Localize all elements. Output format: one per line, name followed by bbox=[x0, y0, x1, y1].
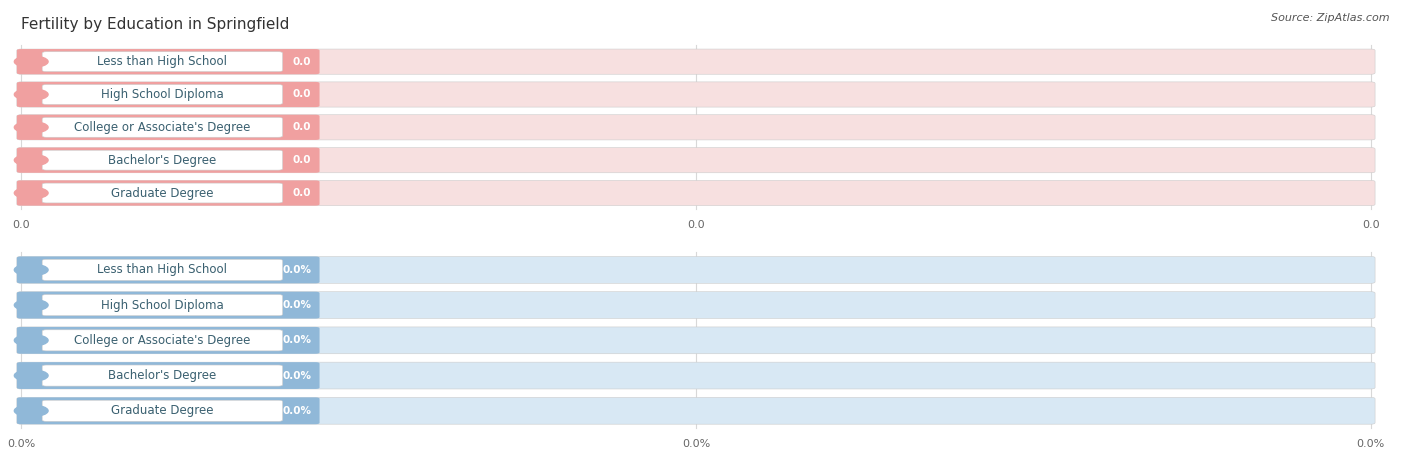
Circle shape bbox=[14, 299, 48, 311]
Text: Fertility by Education in Springfield: Fertility by Education in Springfield bbox=[21, 17, 290, 32]
Circle shape bbox=[14, 405, 48, 416]
Circle shape bbox=[14, 335, 48, 346]
Circle shape bbox=[14, 56, 48, 68]
FancyBboxPatch shape bbox=[17, 397, 319, 424]
FancyBboxPatch shape bbox=[42, 259, 283, 280]
FancyBboxPatch shape bbox=[17, 82, 319, 107]
Text: High School Diploma: High School Diploma bbox=[101, 88, 224, 101]
FancyBboxPatch shape bbox=[17, 292, 1375, 318]
Circle shape bbox=[14, 89, 48, 100]
Text: Graduate Degree: Graduate Degree bbox=[111, 187, 214, 199]
FancyBboxPatch shape bbox=[17, 82, 1375, 107]
FancyBboxPatch shape bbox=[42, 365, 283, 386]
Text: College or Associate's Degree: College or Associate's Degree bbox=[75, 334, 250, 347]
FancyBboxPatch shape bbox=[17, 397, 1375, 424]
FancyBboxPatch shape bbox=[17, 148, 319, 173]
Text: 0.0%: 0.0% bbox=[1357, 438, 1385, 448]
Text: 0.0: 0.0 bbox=[292, 57, 311, 67]
Text: 0.0%: 0.0% bbox=[283, 406, 311, 416]
Text: 0.0%: 0.0% bbox=[283, 265, 311, 275]
FancyBboxPatch shape bbox=[17, 115, 319, 140]
Circle shape bbox=[14, 122, 48, 133]
Circle shape bbox=[14, 154, 48, 166]
FancyBboxPatch shape bbox=[17, 292, 319, 318]
Text: 0.0: 0.0 bbox=[292, 155, 311, 165]
Text: 0.0%: 0.0% bbox=[7, 438, 35, 448]
FancyBboxPatch shape bbox=[42, 183, 283, 203]
FancyBboxPatch shape bbox=[17, 148, 1375, 173]
FancyBboxPatch shape bbox=[17, 180, 1375, 206]
FancyBboxPatch shape bbox=[17, 327, 1375, 354]
FancyBboxPatch shape bbox=[17, 257, 1375, 283]
Text: Source: ZipAtlas.com: Source: ZipAtlas.com bbox=[1271, 13, 1389, 23]
Text: 0.0: 0.0 bbox=[13, 219, 30, 229]
FancyBboxPatch shape bbox=[42, 118, 283, 137]
Text: 0.0: 0.0 bbox=[292, 89, 311, 99]
FancyBboxPatch shape bbox=[17, 49, 1375, 74]
Text: 0.0%: 0.0% bbox=[283, 335, 311, 346]
FancyBboxPatch shape bbox=[17, 327, 319, 354]
Circle shape bbox=[14, 264, 48, 276]
Text: Bachelor's Degree: Bachelor's Degree bbox=[108, 369, 217, 382]
Text: Bachelor's Degree: Bachelor's Degree bbox=[108, 154, 217, 167]
Text: 0.0%: 0.0% bbox=[283, 300, 311, 310]
Text: College or Associate's Degree: College or Associate's Degree bbox=[75, 121, 250, 134]
FancyBboxPatch shape bbox=[42, 400, 283, 421]
FancyBboxPatch shape bbox=[17, 49, 319, 74]
Text: 0.0%: 0.0% bbox=[682, 438, 710, 448]
Text: 0.0: 0.0 bbox=[1362, 219, 1379, 229]
FancyBboxPatch shape bbox=[42, 330, 283, 351]
FancyBboxPatch shape bbox=[42, 295, 283, 316]
Text: 0.0%: 0.0% bbox=[283, 370, 311, 381]
Text: Graduate Degree: Graduate Degree bbox=[111, 404, 214, 417]
Text: 0.0: 0.0 bbox=[292, 188, 311, 198]
FancyBboxPatch shape bbox=[17, 180, 319, 206]
Text: 0.0: 0.0 bbox=[688, 219, 704, 229]
FancyBboxPatch shape bbox=[17, 362, 1375, 389]
Circle shape bbox=[14, 187, 48, 199]
FancyBboxPatch shape bbox=[17, 257, 319, 283]
Text: Less than High School: Less than High School bbox=[97, 263, 228, 277]
FancyBboxPatch shape bbox=[17, 362, 319, 389]
FancyBboxPatch shape bbox=[42, 52, 283, 71]
FancyBboxPatch shape bbox=[17, 115, 1375, 140]
Text: 0.0: 0.0 bbox=[292, 122, 311, 132]
Text: High School Diploma: High School Diploma bbox=[101, 298, 224, 312]
FancyBboxPatch shape bbox=[42, 150, 283, 170]
Circle shape bbox=[14, 370, 48, 381]
FancyBboxPatch shape bbox=[42, 85, 283, 104]
Text: Less than High School: Less than High School bbox=[97, 55, 228, 68]
